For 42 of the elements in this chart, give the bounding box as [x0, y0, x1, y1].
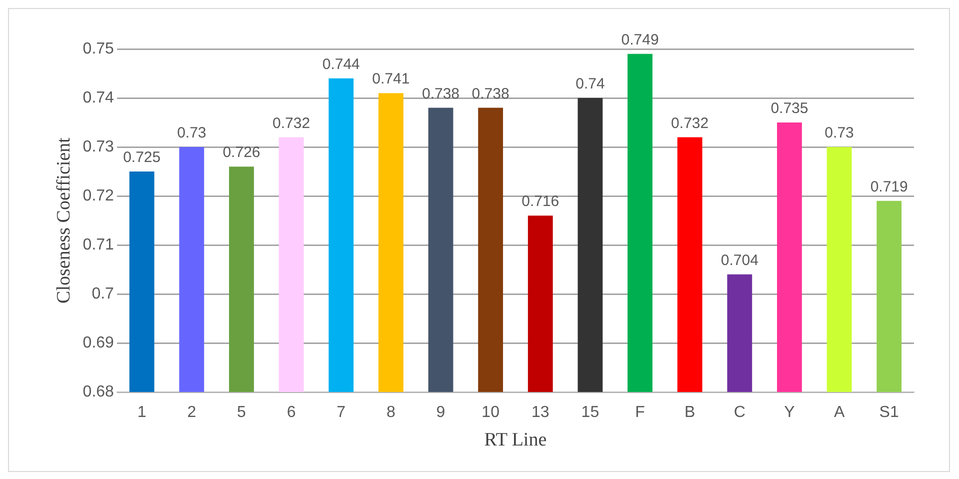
x-tick-label: 5 — [237, 404, 246, 422]
y-tick-label: 0.73 — [82, 138, 114, 156]
y-tick-label: 0.75 — [82, 40, 114, 58]
x-tick-label: 13 — [531, 404, 550, 422]
data-label: 0.716 — [522, 193, 560, 210]
x-tick-label: S1 — [879, 404, 899, 422]
y-tick-label: 0.74 — [82, 89, 114, 106]
y-tick-label: 0.71 — [82, 236, 114, 254]
data-label: 0.738 — [472, 85, 510, 102]
x-tick-label: 2 — [187, 404, 196, 422]
data-label: 0.73 — [177, 124, 206, 142]
x-tick-label: B — [684, 404, 696, 422]
data-label: 0.749 — [621, 32, 659, 49]
data-label: 0.741 — [372, 70, 410, 88]
x-tick-label: A — [834, 404, 845, 422]
data-label: 0.725 — [123, 149, 161, 166]
x-tick-label: 9 — [436, 404, 446, 422]
data-label: 0.732 — [671, 114, 709, 132]
x-tick-label: 10 — [482, 404, 500, 422]
data-label: 0.74 — [576, 76, 605, 93]
x-tick-label: 7 — [336, 404, 346, 422]
data-label: 0.738 — [422, 85, 460, 102]
x-axis-title: RT Line — [484, 430, 547, 451]
x-tick-label: 8 — [386, 404, 396, 422]
x-tick-label: Y — [784, 404, 796, 422]
y-axis-title: Closeness Coefficient — [53, 136, 74, 304]
data-label: 0.735 — [770, 100, 808, 118]
x-tick-label: C — [734, 404, 746, 422]
y-tick-label: 0.68 — [82, 383, 114, 400]
x-tick-label: F — [635, 404, 646, 422]
data-label: 0.719 — [870, 178, 908, 196]
data-label: 0.726 — [222, 144, 260, 162]
y-tick-label: 0.7 — [92, 285, 114, 302]
data-label: 0.732 — [272, 114, 310, 132]
x-tick-label: 15 — [581, 404, 600, 422]
y-tick-label: 0.69 — [82, 334, 114, 352]
y-tick-label: 0.72 — [82, 187, 114, 204]
data-label: 0.704 — [720, 252, 758, 270]
x-tick-label: 6 — [286, 404, 296, 422]
data-label: 0.73 — [824, 124, 854, 142]
x-tick-label: 1 — [137, 404, 146, 422]
data-label: 0.744 — [322, 56, 360, 74]
